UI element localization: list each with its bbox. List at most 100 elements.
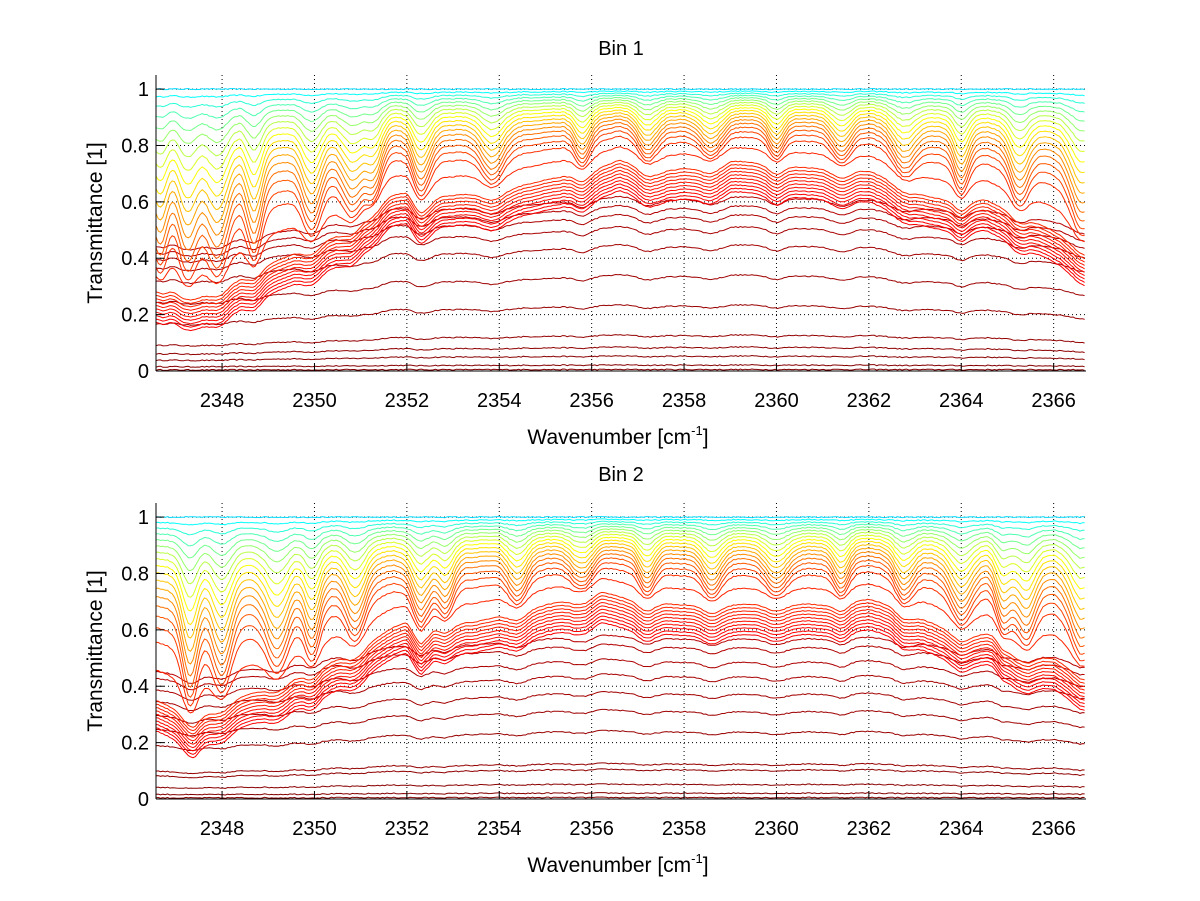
spectrum-trace <box>155 166 1085 308</box>
spectrum-trace <box>155 528 1085 572</box>
spectrum-trace <box>155 523 1085 547</box>
spectrum-trace <box>155 533 1085 598</box>
x-tick-label: 2364 <box>939 390 984 412</box>
spectrum-trace <box>155 115 1085 226</box>
spectrum-trace <box>155 615 1085 752</box>
spectrum-trace <box>155 112 1085 213</box>
spectrum-trace <box>156 562 1085 698</box>
x-axis-label: Wavenumber [cm-1] <box>527 423 708 449</box>
spectrum-trace <box>155 368 1085 371</box>
subplot-title: Bin 1 <box>598 38 644 60</box>
spectrum-trace <box>156 553 1085 677</box>
x-tick-labels: 2348 2350 2352 2354 2356 2358 2360 2362 2364 2366 <box>200 818 1076 840</box>
x-tick-label: 2358 <box>662 390 707 412</box>
spectrum-trace <box>155 354 1085 362</box>
spectrum-trace <box>155 130 1085 272</box>
spectrum-trace <box>155 612 1085 749</box>
spectrum-trace <box>155 783 1085 790</box>
spectrum-trace <box>155 90 1085 99</box>
x-tick-label: 2352 <box>385 818 430 840</box>
spectrum-trace <box>155 183 1085 325</box>
spectrum-trace <box>155 539 1085 626</box>
x-tick-label: 2352 <box>385 390 430 412</box>
spectrum-trace <box>155 690 1085 724</box>
y-tick-label: 0.2 <box>121 733 149 755</box>
x-tick-label: 2364 <box>939 818 984 840</box>
y-tick-label: 0.6 <box>121 192 149 214</box>
spectrum-trace <box>155 792 1085 796</box>
spectrum-trace <box>155 225 1085 272</box>
spectrum-trace <box>155 146 1085 287</box>
spectrum-trace <box>155 577 1085 714</box>
spectrum-trace <box>155 545 1085 652</box>
x-tick-label: 2356 <box>569 390 614 412</box>
spectrum-trace <box>155 520 1085 536</box>
x-tick-label: 2356 <box>569 818 614 840</box>
spectrum-trace <box>155 121 1085 251</box>
spectrum-trace <box>155 601 1085 738</box>
spectrum-trace <box>155 515 1085 519</box>
spectrum-trace <box>155 303 1085 326</box>
spectrum-trace <box>155 87 1085 91</box>
x-axis-label-base: Wavenumber [cm <box>527 854 691 877</box>
subplot-title: Bin 2 <box>598 464 644 486</box>
spectrum-trace <box>155 525 1085 559</box>
x-tick-label: 2360 <box>754 818 799 840</box>
x-axis-label-base: Wavenumber [cm <box>527 426 691 449</box>
spectrum-trace <box>155 595 1085 732</box>
y-tick-label: 0.8 <box>121 135 149 157</box>
y-tick-label: 0.8 <box>121 563 149 585</box>
spectrum-trace <box>156 195 1085 251</box>
y-tick-label: 1 <box>138 507 149 529</box>
spectrum-trace <box>155 618 1085 755</box>
y-tick-label: 0.2 <box>121 305 149 327</box>
spectrum-trace <box>155 273 1085 306</box>
y-tick-label: 0.6 <box>121 620 149 642</box>
spectrum-trace <box>155 125 1085 262</box>
spectrum-trace <box>155 186 1085 328</box>
spectra-traces <box>155 87 1085 371</box>
spectrum-trace <box>155 99 1085 144</box>
spectrum-trace <box>155 106 1085 185</box>
x-axis-label-superscript: -1 <box>691 423 703 438</box>
y-tick-label: 0 <box>138 361 149 383</box>
spectrum-trace <box>155 173 1085 315</box>
spectrum-trace <box>155 109 1085 199</box>
x-tick-label: 2366 <box>1031 818 1076 840</box>
x-axis-label-superscript: -1 <box>691 851 703 866</box>
spectrum-trace <box>155 768 1085 779</box>
spectrum-trace <box>155 180 1085 321</box>
subplot-bin-1: Bin 1 2348 2350 2352 2354 2356 2358 2360 2362 23… <box>84 38 1086 449</box>
y-axis-label: Transmittance [1] <box>84 142 107 303</box>
spectrum-trace <box>155 190 1085 332</box>
spectrum-trace <box>155 729 1085 752</box>
spectrum-trace <box>156 557 1085 688</box>
spectrum-trace <box>155 135 1085 281</box>
x-axis-label: Wavenumber [cm-1] <box>527 851 708 877</box>
x-tick-label: 2350 <box>292 390 337 412</box>
spectra-traces <box>155 515 1085 799</box>
y-axis-label: Transmittance [1] <box>84 570 107 731</box>
y-tick-label: 0.4 <box>121 676 149 698</box>
spectrum-trace <box>155 549 1085 665</box>
x-axis-label-end: ] <box>703 854 709 877</box>
x-tick-label: 2360 <box>754 390 799 412</box>
y-tick-label: 1 <box>138 79 149 101</box>
x-tick-label: 2366 <box>1031 390 1076 412</box>
spectrum-trace <box>155 622 1085 759</box>
x-tick-label: 2348 <box>200 818 245 840</box>
spectrum-trace <box>155 673 1085 712</box>
spectrum-trace <box>155 333 1085 347</box>
spectrum-trace <box>155 708 1085 737</box>
spectrum-trace <box>155 363 1085 368</box>
x-tick-label: 2348 <box>200 390 245 412</box>
axes <box>155 503 1086 800</box>
y-tick-label: 0 <box>138 789 149 811</box>
spectrum-trace <box>155 101 1085 158</box>
spectrum-trace <box>155 104 1085 171</box>
spectrum-trace <box>155 634 1085 684</box>
spectrum-trace <box>155 169 1085 311</box>
spectrum-trace <box>155 530 1085 585</box>
spectrum-trace <box>155 605 1085 742</box>
spectrum-trace <box>155 762 1085 775</box>
